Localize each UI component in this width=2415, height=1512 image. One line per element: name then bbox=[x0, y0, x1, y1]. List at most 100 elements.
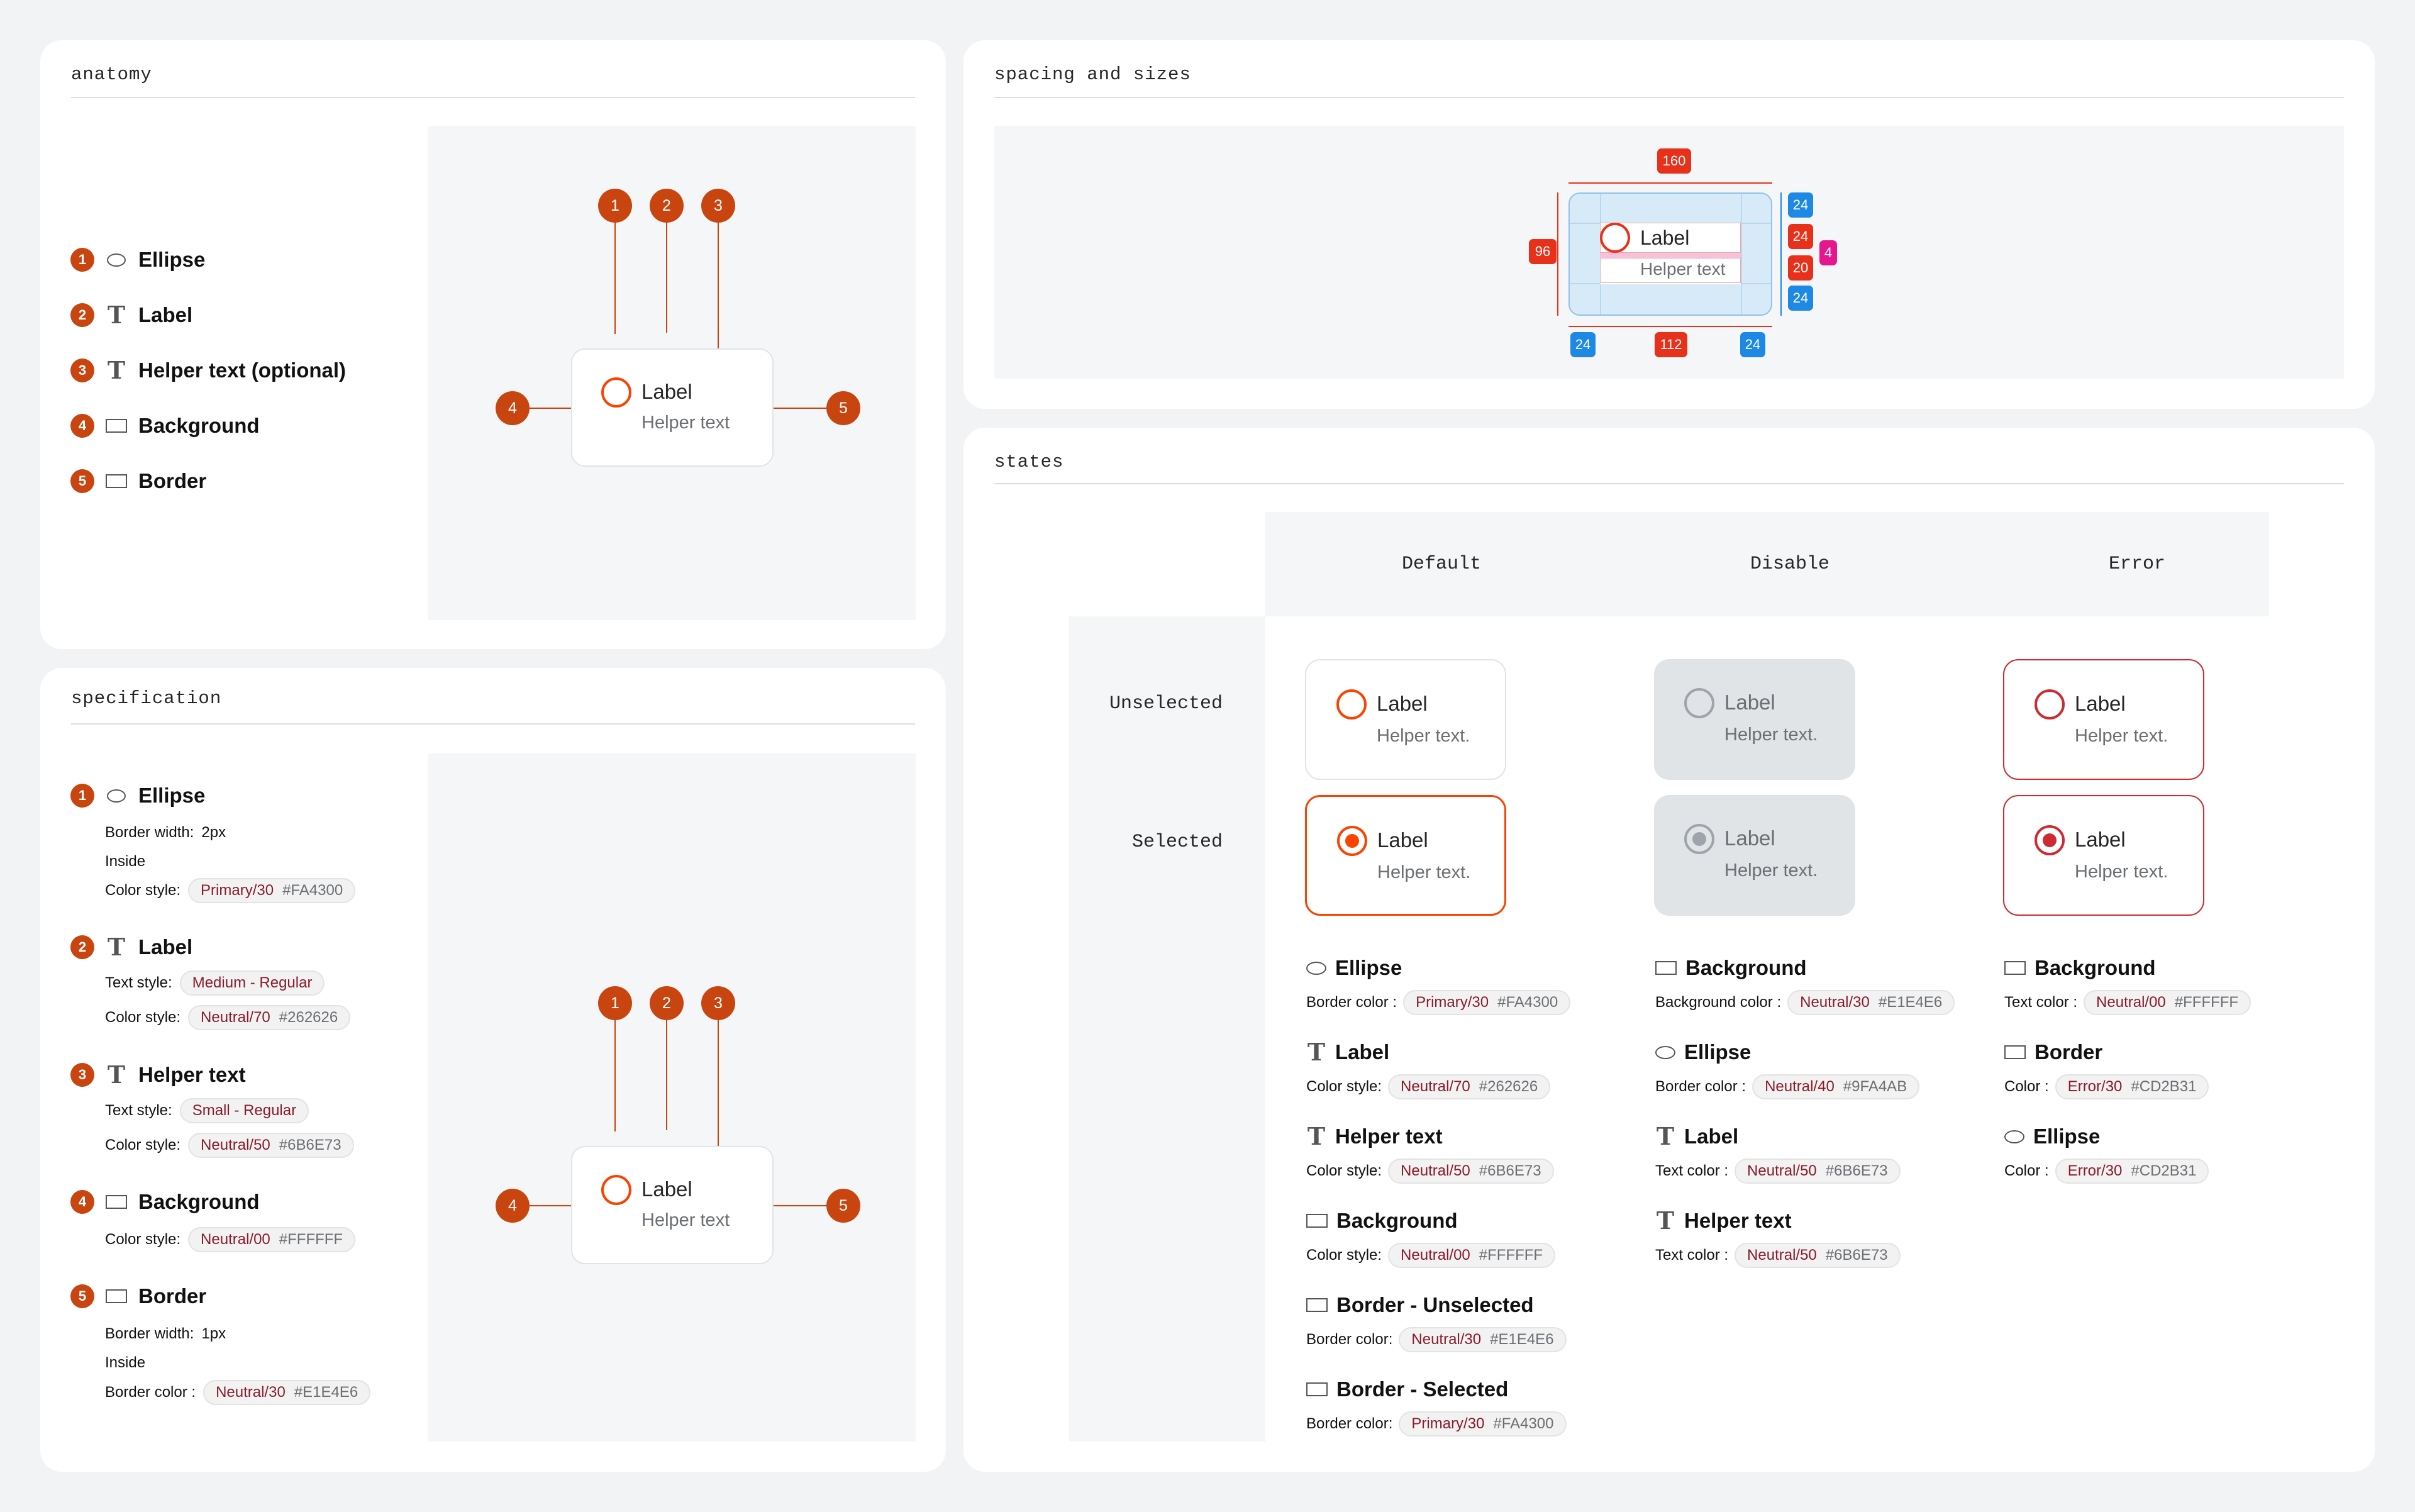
radio-error-selected[interactable]: Label Helper text. bbox=[2003, 795, 2204, 916]
ellipse-icon bbox=[1306, 961, 1326, 975]
default-spec-line: Border color : Primary/30 #FA4300 bbox=[1306, 990, 1571, 1015]
row-selected: Selected bbox=[1132, 831, 1223, 853]
default-spec-line: Border color: Neutral/30 #E1E4E6 bbox=[1306, 1327, 1567, 1352]
specification-title: specification bbox=[71, 688, 222, 709]
spacing-preview-canvas: Label Helper text 160 96 24 24 4 20 24 2… bbox=[994, 126, 2344, 379]
marker-badge: 4 bbox=[70, 1190, 94, 1214]
marker-badge: 2 bbox=[70, 935, 94, 959]
radio-helper: Helper text bbox=[641, 1210, 730, 1230]
disable-spec-line: Text color : Neutral/50 #6B6E73 bbox=[1655, 1159, 1901, 1184]
radio-helper: Helper text. bbox=[1724, 860, 1818, 881]
rectangle-icon bbox=[1655, 961, 1677, 975]
radio-label: Label bbox=[641, 380, 692, 403]
disable-spec-ellipse: Ellipse bbox=[1655, 1040, 1751, 1064]
spacing-divider bbox=[994, 97, 2344, 98]
ellipse-icon bbox=[107, 253, 126, 267]
token-chip: Primary/30 #FA4300 bbox=[188, 878, 356, 903]
error-spec-line: Color : Error/30 #CD2B31 bbox=[2004, 1159, 2209, 1184]
token-chip: Neutral/50 #6B6E73 bbox=[188, 1133, 354, 1158]
ellipse-icon bbox=[1655, 1045, 1675, 1059]
rectangle-icon bbox=[1306, 1214, 1328, 1228]
spec-line: Inside bbox=[105, 1354, 146, 1371]
default-spec-line: Border color: Primary/30 #FA4300 bbox=[1306, 1411, 1567, 1437]
rectangle-icon bbox=[106, 1289, 127, 1303]
legend-label: Label bbox=[138, 303, 193, 326]
error-spec-ellipse: Ellipse bbox=[2004, 1125, 2100, 1148]
marker-3: 3 bbox=[701, 189, 735, 223]
text-icon: T bbox=[1307, 1122, 1326, 1150]
spec-style-line: Text style: Small - Regular bbox=[105, 1098, 309, 1123]
radio-default-unselected[interactable]: Label Helper text. bbox=[1305, 659, 1506, 780]
spacing-component-box: Label Helper text bbox=[1568, 192, 1772, 316]
default-spec-line: Color style: Neutral/70 #262626 bbox=[1306, 1074, 1551, 1099]
spec-color-line: Border color : Neutral/30 #E1E4E6 bbox=[105, 1380, 371, 1405]
anatomy-title: anatomy bbox=[71, 64, 152, 85]
legend-label: Background bbox=[138, 414, 260, 437]
disable-spec-line: Border color : Neutral/40 #9FA4AB bbox=[1655, 1074, 1920, 1099]
rectangle-icon bbox=[106, 474, 127, 488]
token-chip: Medium - Regular bbox=[179, 970, 325, 996]
radio-helper: Helper text. bbox=[2075, 862, 2168, 882]
marker-2: 2 bbox=[650, 986, 684, 1020]
spec-style-line: Text style: Medium - Regular bbox=[105, 970, 325, 996]
marker-5: 5 bbox=[826, 1189, 860, 1223]
marker-4: 4 bbox=[496, 391, 530, 425]
measure-pad-left: 24 bbox=[1570, 332, 1596, 357]
spec-item-background: 4 Background bbox=[70, 1190, 260, 1214]
radio-label: Label bbox=[641, 1177, 692, 1201]
measure-pad-top: 24 bbox=[1788, 192, 1813, 218]
measure-pad-bottom: 24 bbox=[1788, 286, 1813, 311]
anatomy-legend-item: 2 T Label bbox=[70, 303, 192, 327]
row-unselected: Unselected bbox=[1109, 693, 1223, 714]
spec-item-helper-text: 3 T Helper text bbox=[70, 1063, 246, 1087]
error-spec-line: Color : Error/30 #CD2B31 bbox=[2004, 1074, 2209, 1099]
marker-1: 1 bbox=[598, 189, 632, 223]
spacing-title: spacing and sizes bbox=[994, 64, 1191, 85]
default-spec-helper: T Helper text bbox=[1307, 1122, 1443, 1150]
default-spec-border-unselected: Border - Unselected bbox=[1306, 1293, 1534, 1317]
error-spec-background: Background bbox=[2004, 956, 2156, 980]
column-error: Error bbox=[2108, 553, 2165, 575]
spec-title: Border bbox=[138, 1284, 207, 1308]
radio-label: Label bbox=[1724, 826, 1775, 850]
states-card: states Default Disable Error Unselected … bbox=[963, 428, 2375, 1472]
column-disable: Disable bbox=[1750, 553, 1830, 575]
legend-label: Ellipse bbox=[138, 248, 206, 271]
spec-title: Helper text bbox=[138, 1063, 246, 1086]
marker-badge: 5 bbox=[70, 469, 94, 493]
default-spec-line: Color style: Neutral/00 #FFFFFF bbox=[1306, 1243, 1556, 1268]
specification-divider bbox=[71, 723, 915, 725]
states-title: states bbox=[994, 452, 1064, 472]
anatomy-legend-item: 1 Ellipse bbox=[70, 248, 205, 272]
text-icon: T bbox=[107, 356, 126, 384]
radio-ellipse bbox=[2035, 825, 2065, 855]
radio-disabled-unselected: Label Helper text. bbox=[1654, 659, 1855, 780]
text-icon: T bbox=[107, 1060, 126, 1089]
token-chip: Neutral/70 #262626 bbox=[188, 1005, 351, 1030]
marker-badge: 3 bbox=[70, 359, 94, 382]
marker-badge: 3 bbox=[70, 1063, 94, 1087]
specification-card: specification 1 Ellipse Border width: 2px… bbox=[40, 668, 946, 1472]
radio-ellipse bbox=[601, 377, 631, 408]
marker-badge: 2 bbox=[70, 303, 94, 327]
spec-color-line: Color style: Neutral/70 #262626 bbox=[105, 1005, 351, 1030]
measure-content-width: 112 bbox=[1655, 332, 1687, 357]
anatomy-legend-item: 4 Background bbox=[70, 414, 260, 438]
marker-2: 2 bbox=[650, 189, 684, 223]
rectangle-icon bbox=[106, 1195, 127, 1209]
measure-width: 160 bbox=[1657, 148, 1691, 174]
measure-height: 96 bbox=[1529, 239, 1557, 264]
spec-color-line: Color style: Neutral/50 #6B6E73 bbox=[105, 1133, 354, 1158]
radio-label: Label bbox=[2075, 828, 2126, 851]
radio-error-unselected[interactable]: Label Helper text. bbox=[2003, 659, 2204, 780]
radio-label: Label bbox=[1640, 226, 1690, 249]
default-spec-label: T Label bbox=[1307, 1038, 1390, 1066]
radio-default-selected[interactable]: Label Helper text. bbox=[1305, 795, 1506, 916]
disable-spec-background: Background bbox=[1655, 956, 1807, 980]
anatomy-legend-item: 5 Border bbox=[70, 469, 206, 493]
ellipse-icon bbox=[107, 789, 126, 803]
radio-ellipse bbox=[1337, 826, 1367, 856]
anatomy-preview-canvas: Label Helper text 1 2 3 4 5 bbox=[428, 126, 916, 620]
rectangle-icon bbox=[2004, 1045, 2026, 1059]
default-spec-border-selected: Border - Selected bbox=[1306, 1377, 1508, 1401]
